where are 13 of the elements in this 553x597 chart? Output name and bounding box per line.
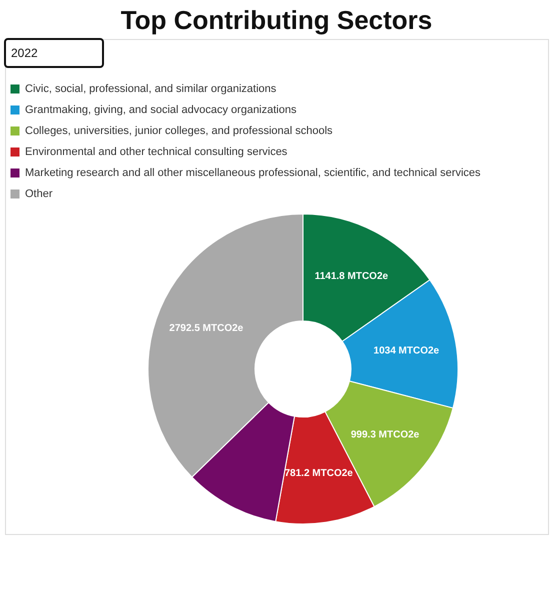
data-label: 999.3 MTCO2e: [350, 430, 420, 441]
legend-label: Marketing research and all other miscellaneous professional, scientific, and technical services: [25, 167, 481, 179]
text: 2022: [11, 46, 38, 60]
legend-label: Grantmaking, giving, and social advocacy organizations: [25, 104, 297, 116]
legend-label: Colleges, universities, junior colleges, and professional schools: [25, 125, 334, 137]
legend-label: Environmental and other technical consulting services: [25, 146, 288, 158]
data-label: 2792.5 MTCO2e: [169, 323, 244, 334]
chart-title: Top Contributing Sectors: [120, 5, 432, 35]
data-label: 1141.8 MTCO2e: [314, 270, 389, 282]
data-label: 781.2 MTCO2e: [284, 468, 354, 479]
legend-label: Other: [25, 188, 53, 200]
legend-label: Civic, social, professional, and similar organizations: [25, 83, 277, 95]
data-label: 1034 MTCO2e: [374, 345, 440, 356]
